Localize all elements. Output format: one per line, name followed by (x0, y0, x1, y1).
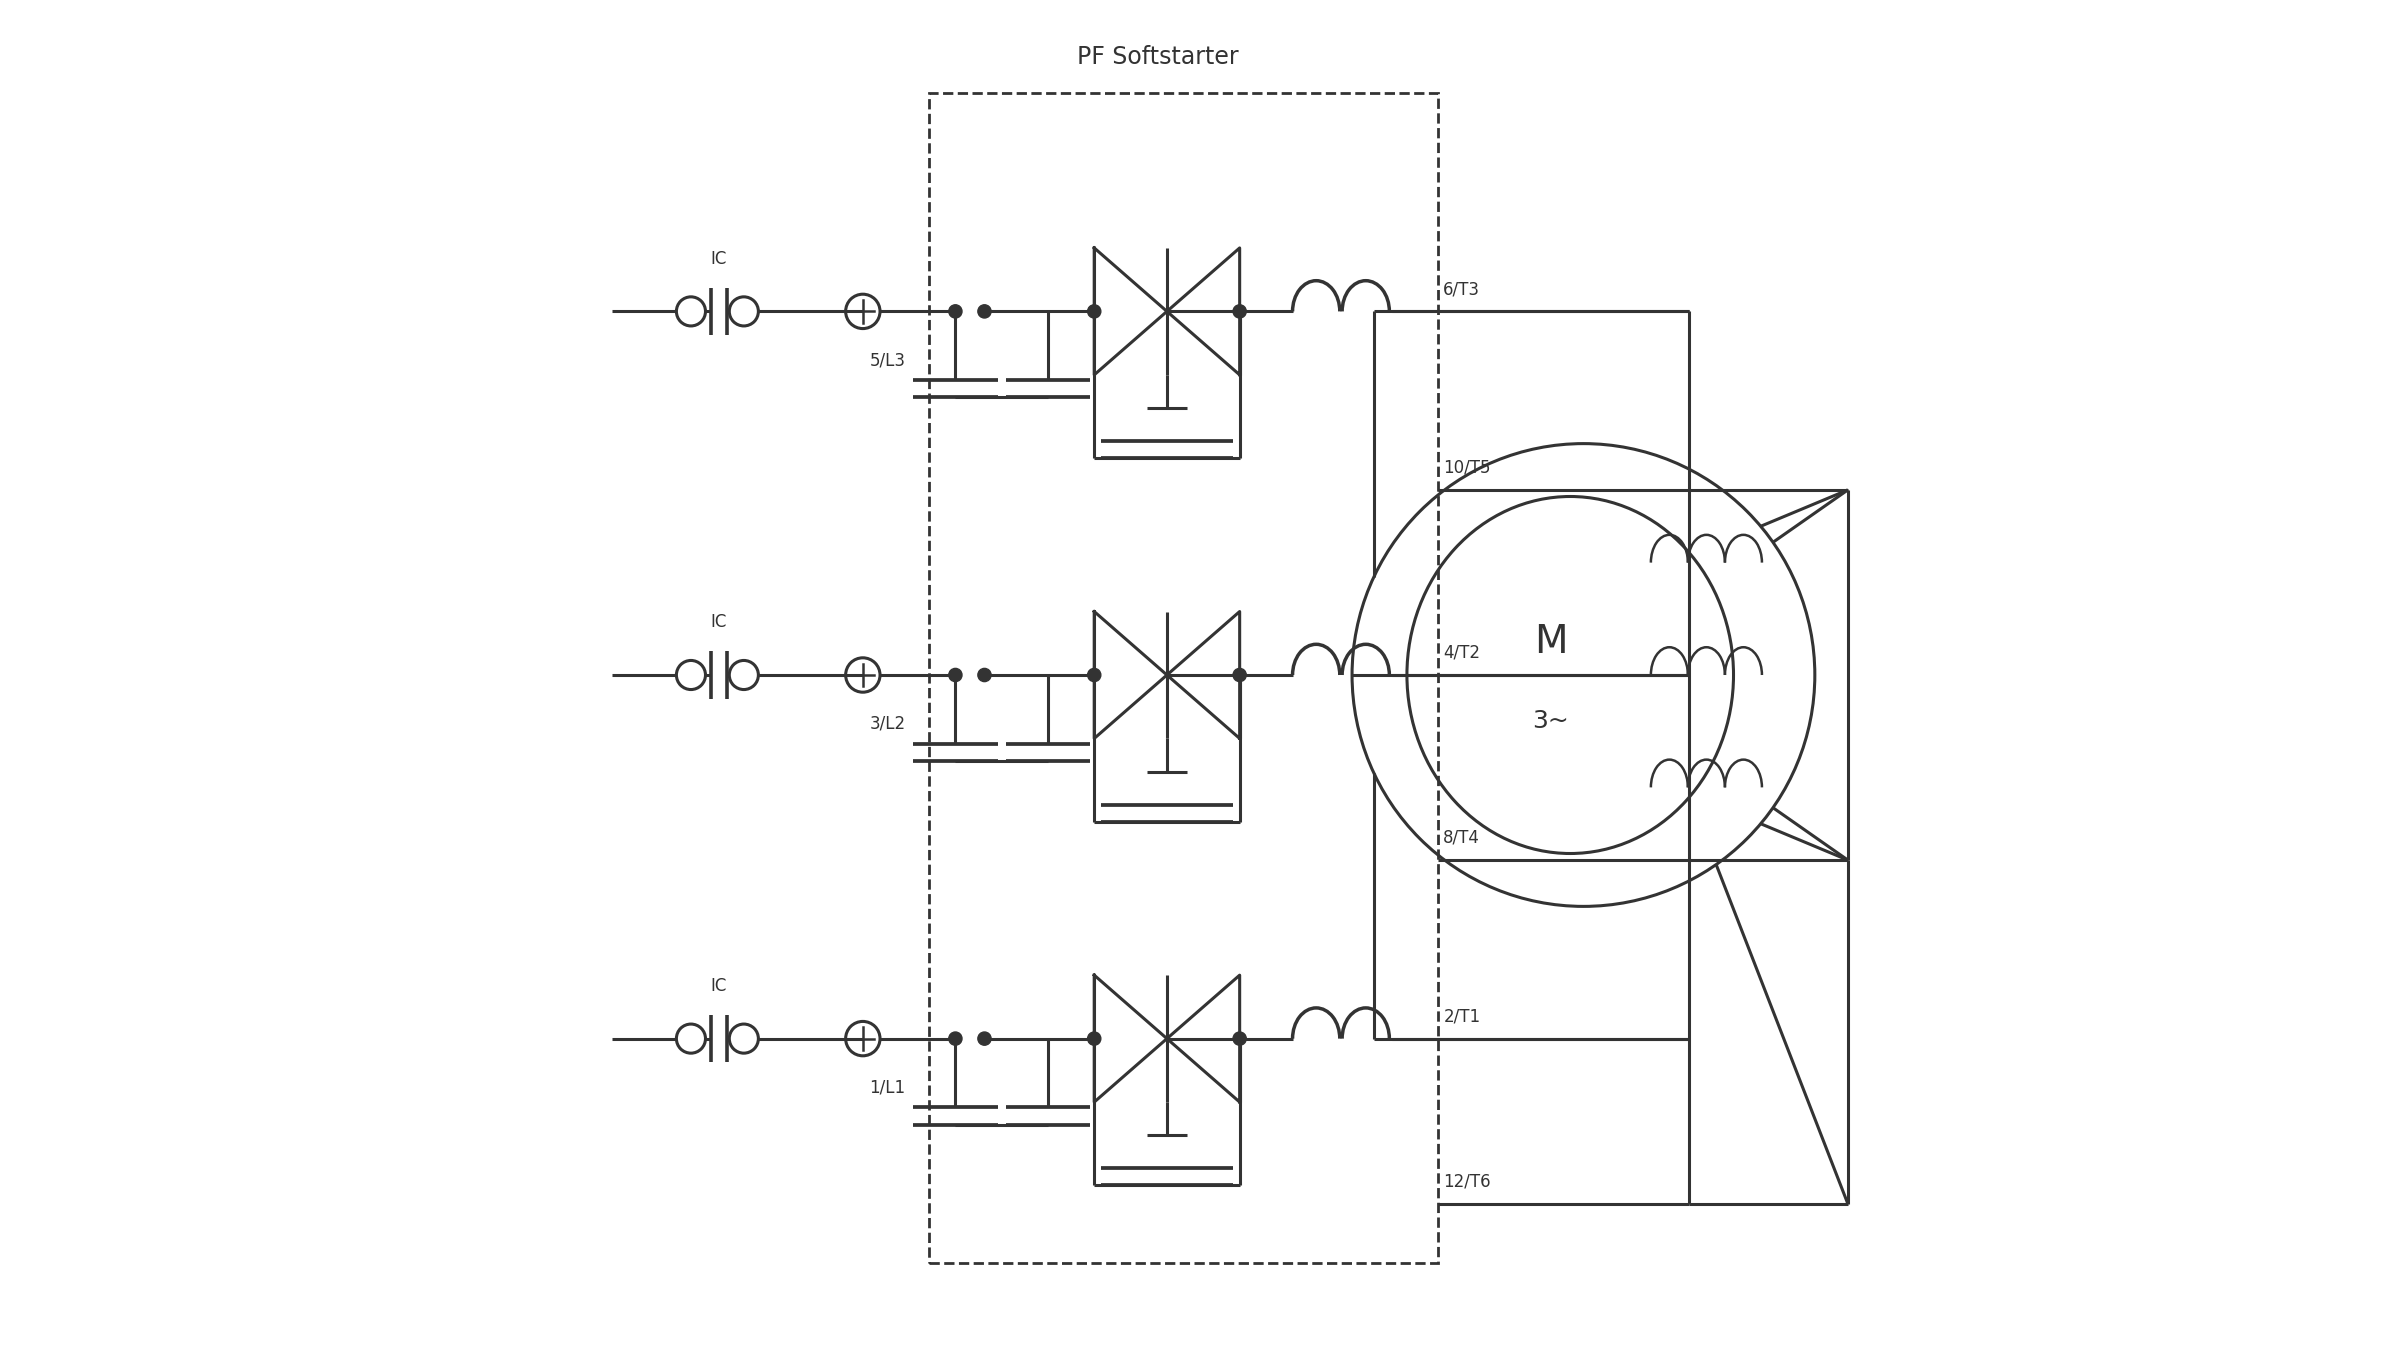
Text: IC: IC (710, 250, 727, 267)
Text: 3~: 3~ (1531, 709, 1570, 733)
Text: IC: IC (710, 613, 727, 632)
Text: 10/T5: 10/T5 (1442, 459, 1490, 477)
Text: 2/T1: 2/T1 (1442, 1007, 1481, 1026)
Circle shape (948, 305, 962, 319)
Circle shape (977, 305, 991, 319)
Text: PF Softstarter: PF Softstarter (1078, 46, 1238, 69)
Circle shape (948, 1031, 962, 1045)
Circle shape (1234, 668, 1246, 682)
Circle shape (977, 1031, 991, 1045)
Circle shape (1087, 305, 1102, 319)
Text: IC: IC (710, 977, 727, 995)
Text: 4/T2: 4/T2 (1442, 644, 1481, 662)
Text: 12/T6: 12/T6 (1442, 1173, 1490, 1191)
Circle shape (948, 668, 962, 682)
Circle shape (1234, 1031, 1246, 1045)
Text: 5/L3: 5/L3 (869, 351, 905, 369)
Text: M: M (1534, 622, 1567, 662)
Text: 8/T4: 8/T4 (1442, 829, 1481, 846)
Text: 1/L1: 1/L1 (869, 1079, 905, 1096)
Circle shape (1234, 305, 1246, 319)
Text: 6/T3: 6/T3 (1442, 281, 1481, 298)
Text: 3/L2: 3/L2 (869, 714, 905, 733)
Circle shape (1087, 1031, 1102, 1045)
Circle shape (1087, 668, 1102, 682)
Circle shape (977, 668, 991, 682)
